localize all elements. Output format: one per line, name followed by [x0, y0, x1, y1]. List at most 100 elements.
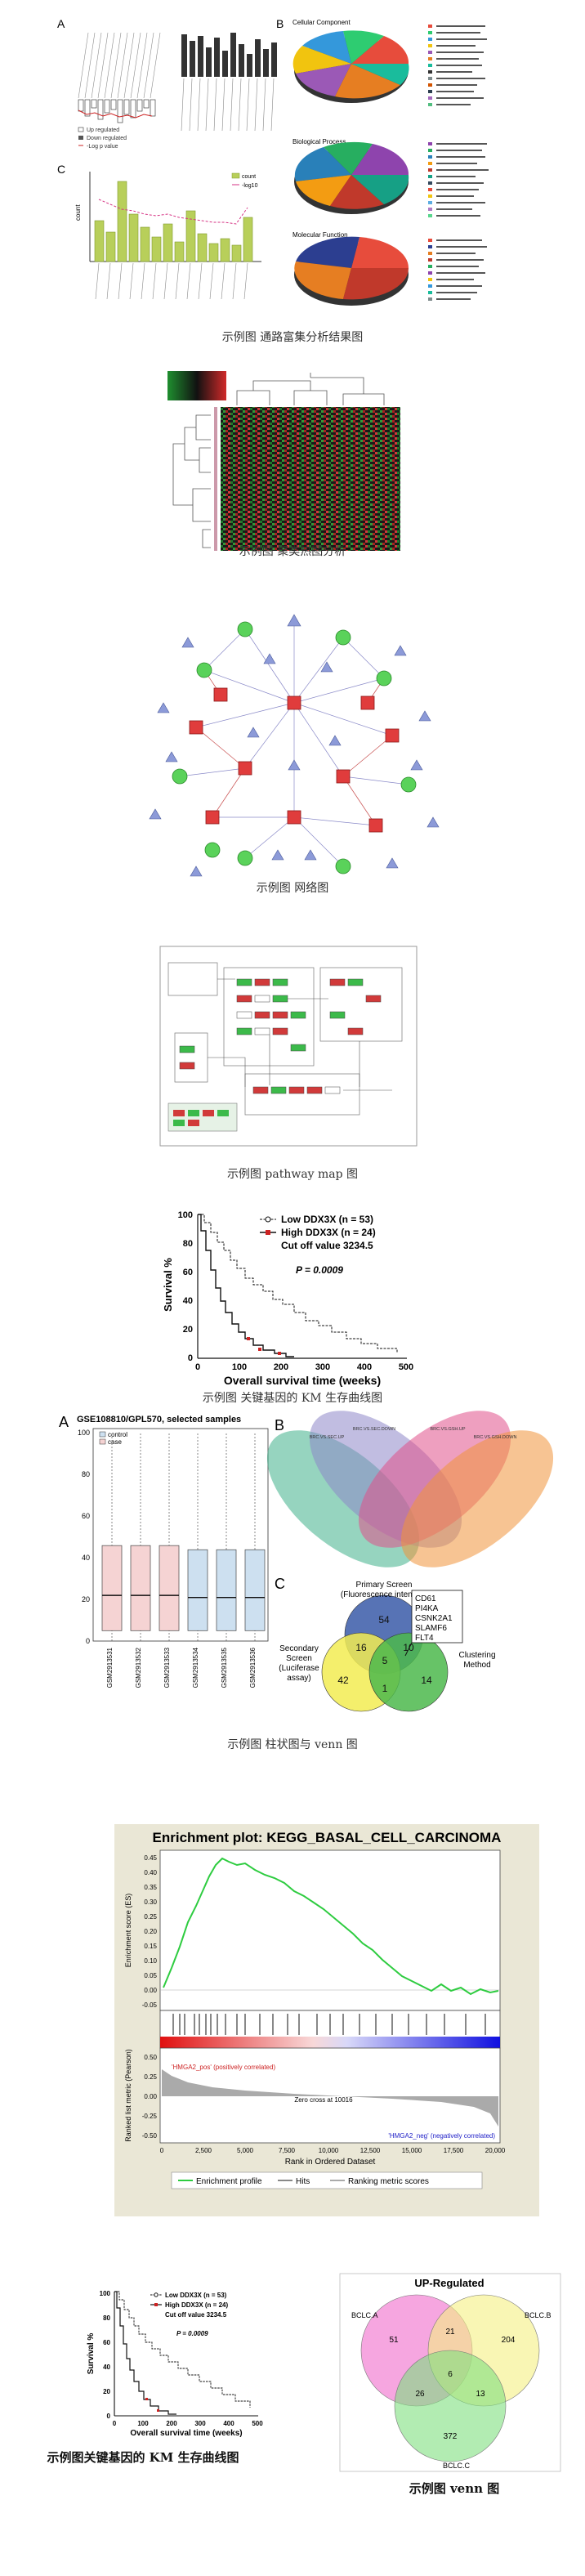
boxplot-xlabel: GSM2913534: [192, 1647, 199, 1688]
km-large-high-censor-marks: [247, 1337, 281, 1355]
venn3-genes: CD61 PI4KA CSNK2A1 SLAMF6 FLT4: [415, 1594, 453, 1643]
svg-text:20: 20: [103, 2388, 110, 2395]
svg-text:BCLC.B: BCLC.B: [525, 2311, 552, 2319]
heatmap-row-annotation: [214, 407, 217, 551]
caption-network: 示例图 网络图: [256, 882, 329, 895]
boxplot-frame: [92, 1428, 269, 1642]
boxplot-xlabel: GSM2913536: [249, 1647, 257, 1688]
svg-text:20,000: 20,000: [485, 2147, 506, 2154]
svg-text:400: 400: [357, 1362, 372, 1372]
heatmap-column-dendrogram: [236, 373, 385, 405]
fig-km-large: 0 20 40 60 80 100 0 100 200 300 400 500 …: [0, 1203, 585, 1415]
svg-text:80: 80: [183, 1239, 193, 1249]
fig-cluster-heatmap: 示例图 聚类热图分析: [0, 366, 585, 579]
svg-text:12,500: 12,500: [360, 2147, 381, 2154]
fig-pathway-enrichment: A Up regulated Down regulated -Log p val…: [0, 0, 585, 360]
svg-text:60: 60: [183, 1268, 193, 1277]
svg-text:2,500: 2,500: [195, 2147, 212, 2154]
pie-molecular-function: [294, 236, 409, 306]
gsea-rank-ylabel: Ranked list metric (Pearson): [124, 2049, 132, 2142]
svg-text:300: 300: [194, 2420, 206, 2427]
km-large-axes: [197, 1214, 407, 1359]
svg-text:-0.50: -0.50: [142, 2132, 158, 2140]
svg-text:0: 0: [113, 2420, 117, 2427]
svg-text:BCLC.C: BCLC.C: [443, 2462, 471, 2470]
svg-text:count: count: [242, 174, 256, 180]
panel-c-x-labels: [95, 262, 248, 300]
svg-text:60: 60: [103, 2339, 110, 2346]
network-green-nodes: [172, 621, 417, 874]
caption-bar-venn: 示例图 柱状图与 venn 图: [227, 1738, 358, 1751]
svg-text:assay): assay): [287, 1674, 310, 1683]
svg-text:80: 80: [82, 1470, 90, 1478]
svg-text:0.40: 0.40: [144, 1869, 157, 1876]
svg-text:0.05: 0.05: [144, 1972, 157, 1979]
svg-text:Low DDX3X (n = 53): Low DDX3X (n = 53): [165, 2292, 227, 2299]
venn4-ellipses: [266, 1411, 554, 1568]
svg-text:0.30: 0.30: [144, 1898, 157, 1906]
boxplot-box: [101, 1545, 123, 1631]
svg-text:Ranking metric scores: Ranking metric scores: [348, 2177, 429, 2186]
heatmap-color-key: [167, 371, 226, 400]
heatmap-body: [221, 407, 400, 551]
svg-text:300: 300: [315, 1362, 330, 1372]
gsea-es-ticks: 0.45 0.40 0.35 0.30 0.25 0.20 0.15 0.10 …: [142, 1854, 158, 2009]
boxplot-xlabel: GSM2913535: [221, 1647, 228, 1688]
svg-text:High DDX3X (n = 24): High DDX3X (n = 24): [165, 2301, 228, 2309]
km-small-xlabel: Overall survival time (weeks): [130, 2429, 242, 2438]
boxplot-box: [159, 1545, 180, 1631]
caption-pathway-map: 示例图 pathway map 图: [226, 1168, 359, 1181]
svg-text:0.00: 0.00: [144, 1987, 157, 1994]
caption-cluster-heatmap: 示例图 聚类热图分析: [239, 545, 346, 558]
fig-venn-up: UP-Regulated BCLC.A BCLC.B BCLC.C 51 21 …: [335, 2272, 580, 2517]
svg-text:10: 10: [403, 1642, 414, 1653]
svg-text:SLAMF6: SLAMF6: [415, 1624, 447, 1633]
svg-text:500: 500: [399, 1362, 413, 1372]
network-blue-nodes: [149, 614, 440, 877]
svg-text:PI4KA: PI4KA: [415, 1604, 439, 1613]
box-venn-figure: A GSE108810/GPL570, selected samples 0 2…: [59, 1411, 554, 1712]
svg-text:204: 204: [502, 2336, 516, 2345]
svg-text:Up regulated: Up regulated: [87, 127, 119, 133]
venn3-circles: [321, 1594, 449, 1712]
svg-text:20: 20: [82, 1595, 90, 1603]
svg-text:-0.05: -0.05: [142, 2001, 158, 2009]
panel-c-logp-line: [98, 199, 248, 225]
km-large-chart: 0 20 40 60 80 100 0 100 200 300 400 500 …: [162, 1210, 413, 1387]
svg-text:CD61: CD61: [415, 1594, 436, 1603]
km-small-axes: [114, 2292, 258, 2417]
venn4-panel-label: B: [275, 1417, 284, 1433]
venn-up-circles: [360, 2294, 540, 2462]
svg-text:5,000: 5,000: [237, 2147, 254, 2154]
svg-text:100: 100: [137, 2420, 149, 2427]
venn3-gene-pointer: [404, 1642, 413, 1657]
cellular-component-title: Cellular Component: [292, 19, 351, 26]
svg-text:0.25: 0.25: [144, 1913, 157, 1921]
km-large-xlabel: Overall survival time (weeks): [224, 1374, 381, 1387]
svg-text:7,500: 7,500: [279, 2147, 296, 2154]
pathway-map-arrows: [208, 978, 392, 1091]
gsea-zero-cross: Zero cross at 10016: [294, 2096, 353, 2104]
pathway-enrichment-figure: A Up regulated Down regulated -Log p val…: [57, 17, 489, 306]
km-large-xticks: 0 100 200 300 400 500: [195, 1362, 413, 1372]
km-large-high-curve: [198, 1214, 294, 1357]
gsea-legend: Enrichment profile Hits Ranking metric s…: [171, 2171, 483, 2189]
svg-text:0.20: 0.20: [144, 1928, 157, 1935]
gsea-xlabel: Rank in Ordered Dataset: [285, 2158, 376, 2167]
panel-c-legend: count -log10: [231, 172, 258, 189]
svg-text:372: 372: [444, 2432, 458, 2441]
svg-text:100: 100: [78, 1429, 90, 1437]
boxplot-box: [187, 1549, 208, 1631]
svg-text:100: 100: [100, 2290, 111, 2297]
venn3-panel-label: C: [275, 1576, 285, 1592]
pathway-map-inset: [167, 1102, 238, 1132]
km-small-low-curve: [114, 2291, 251, 2408]
venn-up-figure: UP-Regulated BCLC.A BCLC.B BCLC.C 51 21 …: [339, 2273, 561, 2472]
gsea-ranking-metric: [162, 2069, 498, 2127]
svg-text:0: 0: [195, 1362, 200, 1372]
svg-text:21: 21: [445, 2328, 455, 2337]
venn4-labels: BRC.VS.SEC.UP BRC.VS.SEC.DOWN BRC.VS.GSH…: [310, 1427, 517, 1440]
svg-text:0: 0: [107, 2413, 111, 2420]
svg-text:5: 5: [382, 1655, 388, 1666]
venn3-labels: Primary Screen (Fluorescence intensity) …: [279, 1581, 495, 1683]
